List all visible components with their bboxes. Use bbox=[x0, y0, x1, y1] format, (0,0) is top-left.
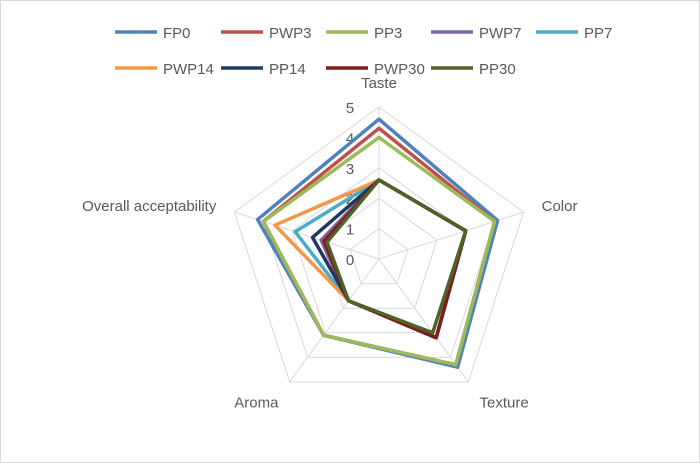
grid-spoke bbox=[378, 258, 469, 383]
tick-label: 4 bbox=[346, 130, 354, 147]
grid-spoke bbox=[289, 258, 380, 383]
legend-label: PP14 bbox=[269, 61, 306, 78]
legend-label: PWP14 bbox=[163, 61, 214, 78]
legend-label: PP3 bbox=[374, 25, 402, 42]
category-label: Texture bbox=[480, 394, 529, 411]
category-labels: Taste Color Texture Aroma Overall acceptabil… bbox=[82, 75, 577, 411]
grid-ring bbox=[349, 227, 409, 285]
legend-label: PWP7 bbox=[479, 25, 522, 42]
series-line bbox=[261, 135, 497, 367]
series-lines bbox=[255, 117, 500, 369]
tick-label: 0 bbox=[346, 252, 354, 269]
tick-label: 3 bbox=[346, 161, 354, 178]
radar-grid bbox=[233, 106, 525, 383]
grid-ring bbox=[233, 106, 525, 383]
category-label: Overall acceptability bbox=[82, 198, 217, 215]
category-label: Color bbox=[542, 198, 578, 215]
legend-label: PP7 bbox=[584, 25, 612, 42]
legend-label: PP30 bbox=[479, 61, 516, 78]
category-label: Taste bbox=[361, 75, 397, 92]
grid-spoke bbox=[378, 211, 524, 260]
legend-label: PWP30 bbox=[374, 61, 425, 78]
category-label: Aroma bbox=[234, 394, 279, 411]
legend-label: FP0 bbox=[163, 25, 191, 42]
series-line bbox=[325, 178, 468, 335]
legend-label: PWP3 bbox=[269, 25, 312, 42]
tick-label: 1 bbox=[346, 222, 354, 239]
legend: FP0 PWP3 PP3 PWP7 PP7 PWP14 PP14 PWP30 PP30 bbox=[115, 25, 612, 78]
tick-label: 5 bbox=[346, 100, 354, 117]
